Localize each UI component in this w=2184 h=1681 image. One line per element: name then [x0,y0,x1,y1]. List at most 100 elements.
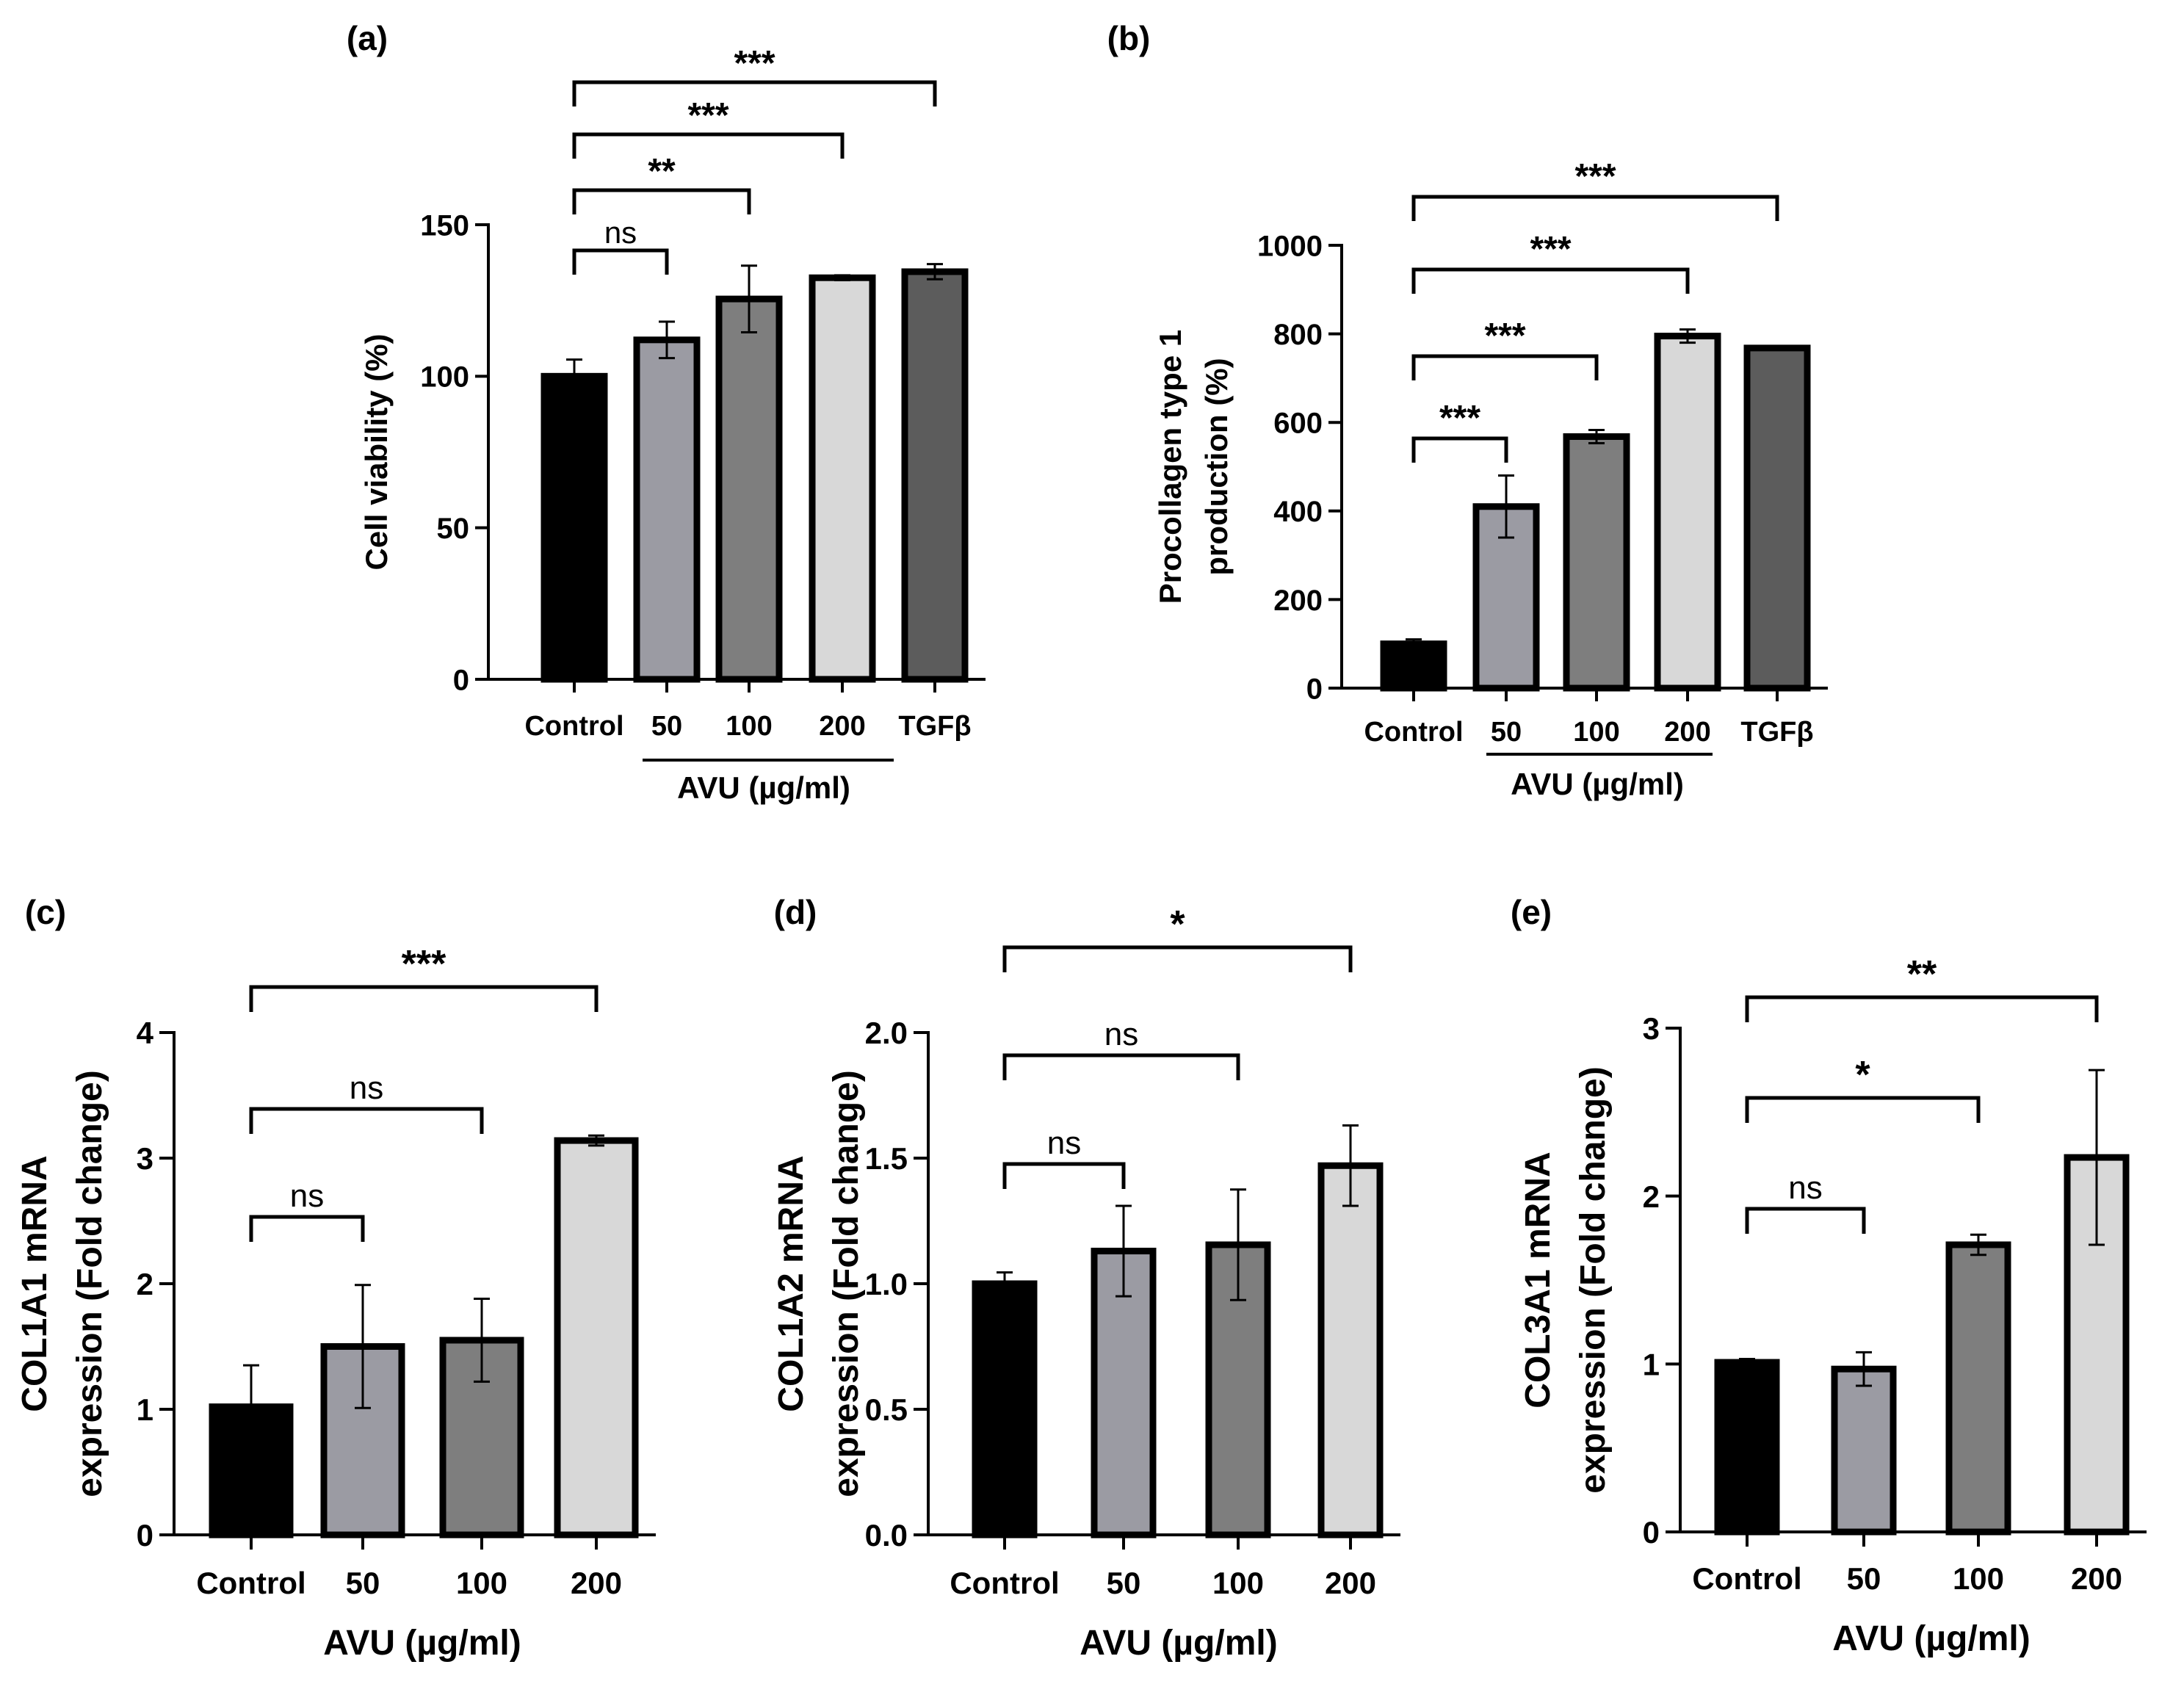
significance-bracket-0: ns [1745,1170,1866,1234]
x-tick-label: Control [196,1566,305,1600]
panel-label: (c) [25,893,66,931]
significance-bracket-3: *** [572,44,937,106]
significance-bracket-1: * [1745,1054,1981,1123]
bar-0 [1714,1359,1780,1536]
error-bar-1 [1498,474,1514,539]
bracket-line [1411,195,1779,221]
y-tick-label: 0 [137,1518,153,1552]
significance-bracket-0: ns [572,215,669,275]
significance-label: *** [1484,317,1525,355]
bar-3 [554,1137,639,1539]
error-bar-1 [659,320,675,360]
significance-label: ns [290,1178,324,1214]
y-axis-label-line-1: expression (Fold change) [827,1070,866,1497]
significance-bracket-2: ** [1745,953,2099,1022]
chart-panel-4: (e) 0 1 2 3 Control 50 100 200 AVU (µg/ml) COL3A1 … [1511,893,2147,1658]
x-tick-label: TGFβ [898,711,971,742]
significance-label: *** [687,96,728,135]
error-bar-1 [1856,1351,1872,1387]
y-tick-label: 0 [1306,673,1323,705]
x-tick-label: 50 [651,711,682,742]
error-bar-0 [243,1364,259,1450]
y-tick-label: 200 [1273,585,1323,617]
y-axis-label-line-0: COL3A1 mRNA [1519,1152,1558,1408]
bar-0 [540,372,608,683]
y-axis-label-line-1: production (%) [1199,358,1234,575]
bracket-line [572,132,845,159]
y-tick-label: 1.5 [865,1141,908,1176]
bar-3 [1654,333,1721,692]
x-axis-label: AVU (µg/ml) [1080,1624,1277,1663]
y-tick-label: 2 [1643,1179,1660,1214]
x-tick-label: 100 [726,711,772,742]
x-axis-label: AVU (µg/ml) [677,770,850,805]
significance-label: * [1170,903,1185,946]
y-tick-label: 1 [137,1392,153,1427]
x-tick-label: 50 [346,1566,380,1600]
error-bar-3 [588,1134,604,1147]
error-bar-3 [1679,328,1696,344]
significance-bracket-2: * [1002,903,1353,972]
significance-bracket-1: ns [249,1070,484,1134]
y-tick-label: 600 [1273,408,1323,440]
bracket-line [572,80,937,106]
panel-label: (b) [1107,19,1151,57]
y-tick-label: 150 [420,209,469,242]
y-tick-label: 3 [1643,1011,1660,1046]
bar-0 [972,1280,1038,1539]
x-tick-label: 200 [1325,1566,1376,1600]
significance-bracket-2: *** [249,943,599,1012]
x-tick-label: 100 [1212,1566,1264,1600]
x-tick-label: 100 [1953,1561,2004,1596]
x-tick-label: 50 [1491,717,1522,748]
panel-label: (e) [1511,893,1552,931]
bracket-line [1745,1096,1981,1123]
bar-4 [1743,344,1811,692]
bracket-line [1002,1053,1240,1080]
significance-bracket-1: ** [572,152,751,214]
x-axis-label: AVU (µg/ml) [1832,1619,2030,1658]
bar-1 [633,336,701,683]
error-bar-2 [1588,428,1605,445]
bar-1 [1831,1365,1897,1536]
y-tick-label: 1000 [1257,230,1323,262]
y-tick-label: 3 [137,1141,153,1176]
significance-bracket-1: *** [1411,317,1599,380]
y-tick-label: 0 [1643,1515,1660,1550]
y-tick-label: 0.0 [865,1518,908,1552]
significance-label: ** [1907,953,1937,996]
x-tick-label: 100 [1573,717,1619,748]
y-axis-label-line-1: expression (Fold change) [1574,1066,1613,1493]
x-tick-label: 50 [1847,1561,1881,1596]
significance-bracket-2: *** [1411,230,1690,294]
significance-bracket-1: ns [1002,1016,1240,1080]
significance-label: ns [604,215,637,250]
y-tick-label: 2 [137,1267,153,1301]
x-tick-label: Control [524,711,623,742]
bracket-line [1002,1162,1126,1189]
error-bar-3 [1342,1124,1359,1207]
error-bar-2 [1970,1233,1986,1257]
bracket-line [572,248,669,275]
error-bar-2 [741,264,757,333]
x-tick-label: 200 [571,1566,622,1600]
y-axis-label-line-0: COL1A2 mRNA [772,1155,811,1411]
y-tick-label: 1 [1643,1347,1660,1381]
panel-label: (d) [774,893,817,931]
y-tick-label: 800 [1273,319,1323,351]
bar-2 [1945,1241,2011,1536]
bracket-line [249,1215,365,1242]
significance-label: ns [350,1070,383,1106]
significance-label: ns [1047,1125,1081,1161]
bracket-line [1411,436,1508,463]
error-bar-0 [566,358,582,394]
x-tick-label: 50 [1107,1566,1141,1600]
y-tick-label: 50 [437,513,470,545]
error-bar-2 [1230,1188,1246,1301]
significance-label: *** [1574,157,1616,196]
error-bar-0 [1406,638,1422,650]
bracket-line [1745,1207,1866,1234]
y-axis-label-line-0: Procollagen type 1 [1153,330,1187,604]
chart-panel-0: (a) 0 50 100 150 Control 50 100 200 TGFβ AVU (µg/m… [347,19,986,805]
